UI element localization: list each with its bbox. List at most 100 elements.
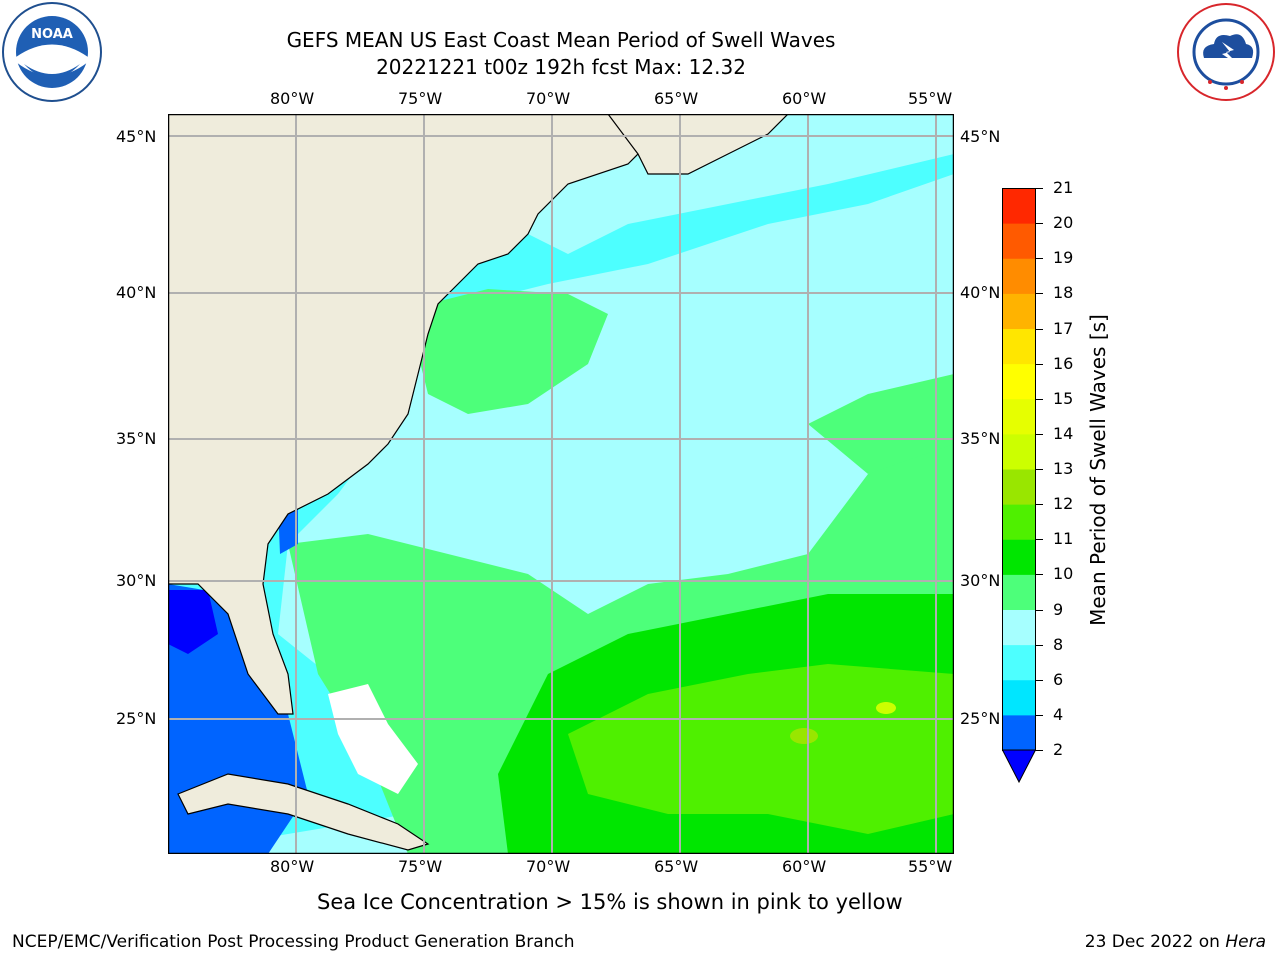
colorbar-swatch — [1002, 188, 1036, 224]
colorbar-tick-label: 9 — [1053, 599, 1064, 619]
footer-date-text: 23 Dec 2022 on — [1084, 932, 1226, 952]
lon-label-bottom-65w: 65°W — [654, 857, 699, 876]
colorbar-swatch — [1002, 679, 1036, 716]
contour-11-12 — [568, 664, 954, 834]
colorbar-tick-label: 13 — [1053, 459, 1074, 478]
lat-label-left-30n: 30°N — [116, 571, 157, 590]
noaa-logo: NOAA — [2, 2, 102, 102]
noaa-logo-text: NOAA — [31, 27, 73, 42]
lat-label-right-35n: 35°N — [960, 429, 1001, 448]
colorbar-tick-mark — [1036, 188, 1043, 189]
contour-12-13-b — [876, 702, 896, 714]
colorbar-tick-mark — [1036, 574, 1043, 576]
footer-host: Hera — [1225, 932, 1266, 952]
colorbar-tick-label: 20 — [1053, 213, 1074, 233]
lon-label-bottom-80w: 80°W — [270, 857, 315, 876]
lat-label-left-40n: 40°N — [116, 283, 157, 302]
colorbar-swatch — [1002, 363, 1036, 400]
colorbar-swatch — [1002, 258, 1036, 294]
footer-producer: NCEP/EMC/Verification Post Processing Pr… — [12, 932, 575, 952]
colorbar-extend-arrow — [1001, 749, 1037, 784]
footer-date: 23 Dec 2022 on Hera — [1085, 932, 1266, 952]
lon-label-bottom-60w: 60°W — [782, 857, 827, 876]
colorbar-tick-label: 19 — [1053, 248, 1074, 268]
colorbar-tick-label: 2 — [1053, 740, 1064, 759]
colorbar-tick-label: 4 — [1053, 704, 1064, 724]
colorbar-tick-label: 21 — [1053, 178, 1074, 197]
colorbar-tick-label: 17 — [1053, 318, 1074, 338]
contour-9-10-c — [808, 374, 954, 474]
lat-label-right-25n: 25°N — [960, 709, 1001, 728]
lat-label-right-45n: 45°N — [960, 127, 1001, 146]
colorbar-tick-mark — [1036, 644, 1043, 646]
colorbar-swatch — [1002, 328, 1036, 365]
colorbar-label: Mean Period of Swell Waves [s] — [1086, 314, 1110, 626]
colorbar-swatch — [1002, 644, 1036, 681]
colorbar-tick-label: 8 — [1053, 634, 1064, 654]
colorbar-tick-label: 18 — [1053, 283, 1074, 303]
colorbar-tick-mark — [1036, 714, 1043, 716]
colorbar-tick-label: 11 — [1053, 529, 1074, 549]
colorbar-swatches — [1001, 188, 1037, 784]
colorbar-tick-mark — [1036, 679, 1043, 681]
map-frame — [167, 113, 955, 855]
colorbar-tick-mark — [1036, 469, 1043, 470]
chart-subtitle: 20221221 t00z 192h fcst Max: 12.32 — [376, 55, 746, 79]
colorbar-swatch — [1002, 539, 1036, 575]
colorbar-swatch — [1002, 433, 1036, 470]
lon-label-top-80w: 80°W — [270, 89, 315, 108]
lon-label-top-60w: 60°W — [782, 89, 827, 108]
lon-label-top-70w: 70°W — [526, 89, 571, 108]
land-us-east-coast — [168, 114, 690, 715]
colorbar-tick-mark — [1036, 328, 1043, 330]
colorbar-tick-label: 10 — [1053, 564, 1074, 584]
colorbar-swatch — [1002, 469, 1036, 505]
colorbar-tick-mark — [1036, 398, 1043, 400]
colorbar-swatch — [1002, 293, 1036, 329]
colorbar-tick-label: 15 — [1053, 388, 1074, 408]
lat-label-left-25n: 25°N — [116, 709, 157, 728]
lon-label-bottom-70w: 70°W — [526, 857, 571, 876]
land-cuba — [177, 773, 430, 851]
lon-label-bottom-75w: 75°W — [398, 857, 443, 876]
colorbar-tick-label: 14 — [1053, 423, 1074, 443]
sea-ice-note: Sea Ice Concentration > 15% is shown in … — [317, 890, 903, 914]
colorbar-tick-mark — [1036, 223, 1043, 225]
colorbar-tick-mark — [1036, 258, 1043, 260]
land-nova-scotia — [607, 114, 789, 175]
colorbar — [1001, 188, 1037, 784]
contour-9-10-a — [418, 289, 608, 414]
lat-label-right-30n: 30°N — [960, 571, 1001, 590]
colorbar-tick-label: 16 — [1053, 353, 1074, 373]
colorbar-tick-mark — [1036, 609, 1043, 611]
chart-title: GEFS MEAN US East Coast Mean Period of S… — [286, 28, 836, 52]
lon-label-top-75w: 75°W — [398, 89, 443, 108]
colorbar-tick-mark — [1036, 504, 1043, 506]
colorbar-tick-label: 6 — [1053, 669, 1064, 689]
colorbar-swatch — [1002, 504, 1036, 540]
colorbar-tick-mark — [1036, 363, 1043, 365]
graticule — [168, 114, 954, 854]
map-panel — [167, 113, 955, 855]
colorbar-tick-mark — [1036, 433, 1043, 435]
contour-below-2 — [168, 590, 218, 654]
colorbar-tick-mark — [1036, 539, 1043, 541]
lon-label-bottom-55w: 55°W — [908, 857, 953, 876]
lat-label-right-40n: 40°N — [960, 283, 1001, 302]
nws-logo — [1176, 2, 1276, 102]
lat-label-left-35n: 35°N — [116, 429, 157, 448]
contour-12-13-a — [790, 728, 818, 744]
lon-label-top-55w: 55°W — [908, 89, 953, 108]
lat-label-left-45n: 45°N — [116, 127, 157, 146]
colorbar-swatch — [1002, 574, 1036, 610]
colorbar-swatch — [1002, 223, 1036, 259]
colorbar-tick-mark — [1036, 293, 1043, 295]
masked-area-bahamas — [328, 684, 418, 794]
swell-period-map — [167, 113, 955, 855]
colorbar-swatch — [1002, 714, 1036, 751]
colorbar-swatch — [1002, 609, 1036, 646]
colorbar-swatch — [1002, 398, 1036, 435]
colorbar-tick-label: 12 — [1053, 494, 1074, 514]
lon-label-top-65w: 65°W — [654, 89, 699, 108]
colorbar-tick-mark — [1036, 750, 1043, 751]
